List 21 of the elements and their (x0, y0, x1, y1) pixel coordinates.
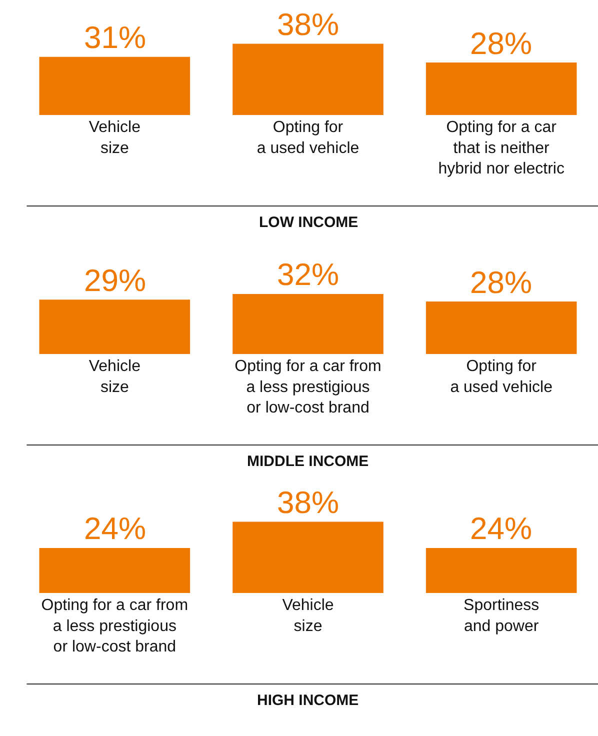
x-tick-label: Vehicle size (88, 119, 141, 157)
x-tick-label: Sportiness and power (464, 597, 540, 635)
x-axis-title: MIDDLE INCOME (247, 453, 369, 470)
data-label: 24% (470, 511, 532, 546)
x-axis-title: HIGH INCOME (257, 692, 359, 709)
x-tick-label: Opting for a car from a less prestigious or low-cost brand (41, 597, 188, 656)
data-label: 28% (470, 26, 532, 61)
x-axis-title: LOW INCOME (259, 214, 358, 231)
data-label: 28% (470, 265, 532, 300)
x-tick-label: Opting for a car that is neither hybrid nor electric (438, 119, 564, 178)
x-tick-label: Opting for a used vehicle (450, 358, 553, 396)
x-tick-label: Vehicle size (88, 358, 141, 396)
data-label: 38% (277, 485, 340, 520)
data-label: 24% (84, 511, 146, 546)
x-tick-label: Opting for a used vehicle (256, 119, 360, 157)
data-label: 31% (84, 20, 146, 55)
x-tick-label: Vehicle size (282, 597, 334, 635)
data-label: 38% (277, 7, 340, 42)
data-label: 29% (84, 263, 146, 298)
x-tick-label: Opting for a car from a less prestigious or low-cost brand (234, 358, 382, 417)
data-label: 32% (277, 257, 340, 292)
